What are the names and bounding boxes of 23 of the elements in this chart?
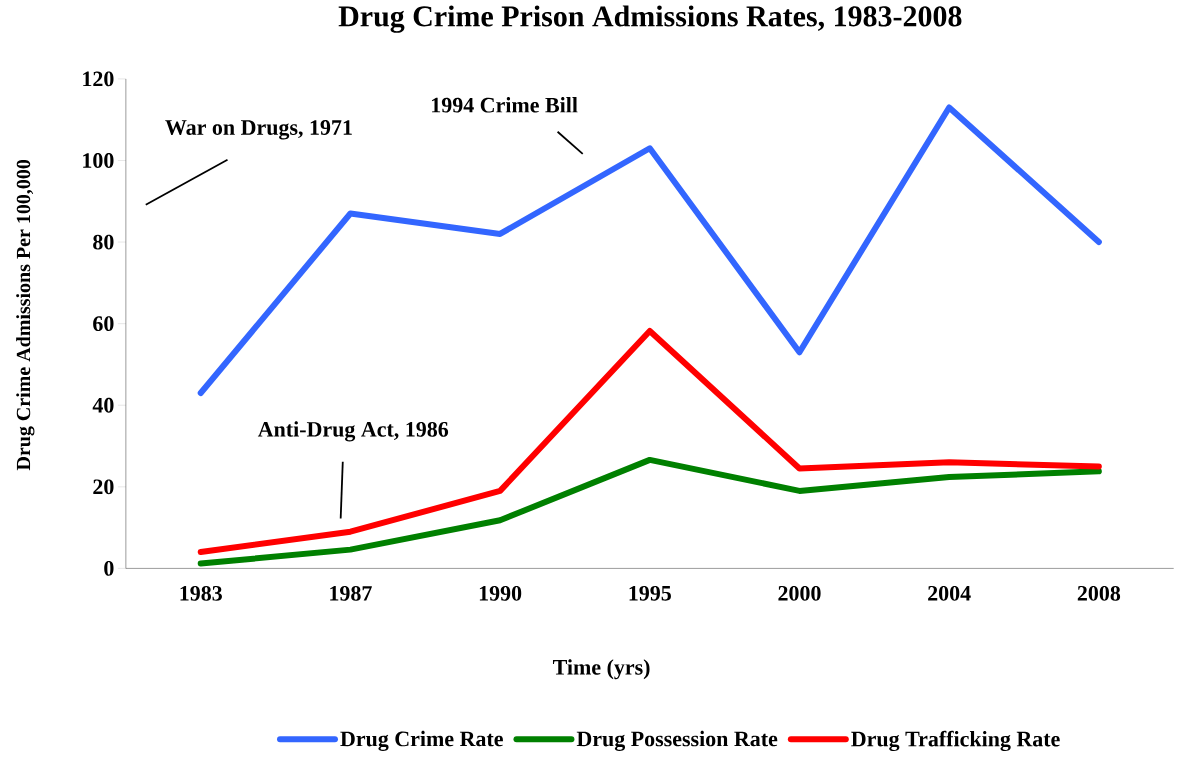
y-tick-label: 0 [104, 560, 114, 576]
legend-label: Drug Trafficking Rate [851, 730, 1060, 751]
y-axis-title: Drug Crime Admissions Per 100,000 [16, 159, 35, 471]
x-tick-label: 1990 [479, 585, 522, 601]
y-tick-label: 60 [93, 316, 114, 331]
x-tick-label: 2004 [928, 585, 971, 601]
annotation: 1994 Crime Bill [432, 97, 578, 113]
x-tick-label: 1987 [330, 585, 372, 601]
x-tick-label: 2008 [1077, 585, 1121, 601]
y-tick-label: 120 [83, 71, 114, 87]
x-axis-title: Time (yrs) [552, 659, 650, 680]
x-tick-label: 1995 [629, 585, 671, 601]
annotation: War on Drugs, 1971 [165, 120, 352, 140]
x-tick-label: 2000 [778, 585, 821, 601]
legend-label: Drug Crime Rate [340, 730, 503, 751]
y-tick-label: 20 [93, 479, 114, 495]
legend-label: Drug Possession Rate [576, 730, 778, 751]
annotation: Anti-Drug Act, 1986 [257, 421, 449, 442]
y-tick-label: 80 [93, 234, 114, 250]
x-tick-label: 1983 [180, 585, 222, 601]
y-tick-label: 40 [92, 397, 114, 413]
chart-title: Drug Crime Prison Admissions Rates, 1983-2008 [338, 5, 962, 33]
y-tick-label: 100 [83, 152, 114, 168]
